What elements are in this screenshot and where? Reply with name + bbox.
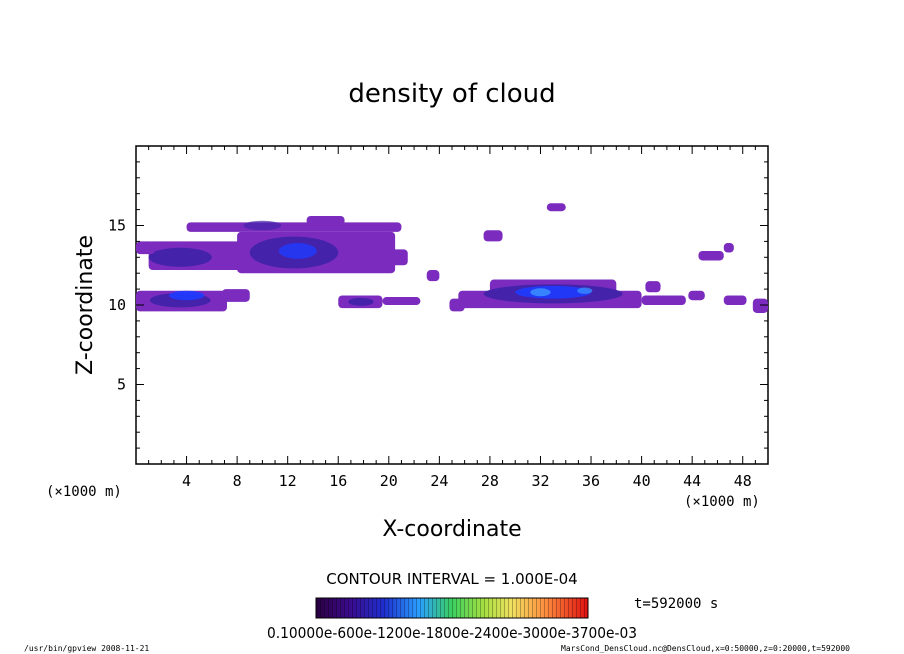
time-label: t=592000 s xyxy=(634,596,718,612)
y-unit-label: (×1000 m) xyxy=(46,484,122,500)
cloud-cell-45 xyxy=(698,250,724,261)
x-tick-label: 4 xyxy=(182,472,191,490)
cloud-right-max-2 xyxy=(577,287,593,294)
y-tick-label: 5 xyxy=(117,376,126,394)
footer-left: /usr/bin/gpview 2008-11-21 xyxy=(24,644,149,653)
cloud-lower-mid-tail xyxy=(382,297,421,305)
colorbar xyxy=(315,597,589,619)
x-tick-labels: 4 8 12 16 20 24 28 32 36 40 44 48 xyxy=(182,472,752,490)
cloud-upper-band-core xyxy=(243,220,282,231)
cloud-cell-33 xyxy=(546,203,566,212)
x-tick-label: 48 xyxy=(734,472,752,490)
cloud-right-peak xyxy=(515,285,592,299)
x-unit-label: (×1000 m) xyxy=(684,494,760,510)
contour-interval-label: CONTOUR INTERVAL = 1.000E-04 xyxy=(326,570,577,588)
x-tick-label: 36 xyxy=(582,472,600,490)
cloud-cell-49 xyxy=(752,298,768,313)
y-axis-label: Z-coordinate xyxy=(73,235,98,375)
x-tick-label: 28 xyxy=(481,472,499,490)
y-tick-label: 10 xyxy=(108,296,126,314)
x-tick-label: 8 xyxy=(233,472,242,490)
cloud-cell-23 xyxy=(426,270,440,282)
cloud-upper-right-tail xyxy=(369,249,408,266)
x-tick-label: 16 xyxy=(329,472,347,490)
x-axis-label: X-coordinate xyxy=(382,517,521,542)
cloud-lower-mid-core xyxy=(348,297,374,306)
cloud-right-tail xyxy=(641,295,686,305)
cloud-cell-28 xyxy=(483,230,503,242)
x-tick-label: 24 xyxy=(430,472,448,490)
y-tick-label: 15 xyxy=(108,217,126,235)
footer-right: MarsCond_DensCloud.nc@DensCloud,x=0:5000… xyxy=(561,644,850,653)
x-tick-label: 44 xyxy=(683,472,701,490)
x-tick-label: 40 xyxy=(633,472,651,490)
cloud-cell-left-edge xyxy=(136,241,155,255)
cloud-lower-left-peak xyxy=(168,290,205,301)
cloud-cell-47b xyxy=(723,295,747,305)
cloud-cell-47 xyxy=(723,242,734,253)
cloud-upper-peak xyxy=(278,242,317,259)
minor-ticks xyxy=(135,145,769,465)
plot-area xyxy=(135,145,769,465)
x-tick-label: 32 xyxy=(531,472,549,490)
cloud-lower-left-patch xyxy=(221,289,250,302)
colorbar-stripes xyxy=(316,598,588,618)
cloud-cell-25 xyxy=(449,298,465,312)
cloud-upper-cap xyxy=(306,215,345,226)
x-tick-label: 20 xyxy=(380,472,398,490)
y-tick-labels: 5 10 15 xyxy=(108,217,126,394)
cloud-upper-left-core xyxy=(148,247,212,267)
colorbar-frame xyxy=(315,597,589,619)
x-tick-label: 12 xyxy=(279,472,297,490)
cloud-right-max xyxy=(530,288,551,297)
cloud-density-field xyxy=(136,203,768,313)
cloud-cell-44 xyxy=(688,290,705,301)
colorbar-tick-labels: 0.10000e-600e-1200e-1800e-2400e-3000e-37… xyxy=(267,624,637,642)
cloud-cell-41 xyxy=(645,281,661,293)
chart-title: density of cloud xyxy=(348,79,555,109)
cloud-upper-band xyxy=(186,222,402,232)
